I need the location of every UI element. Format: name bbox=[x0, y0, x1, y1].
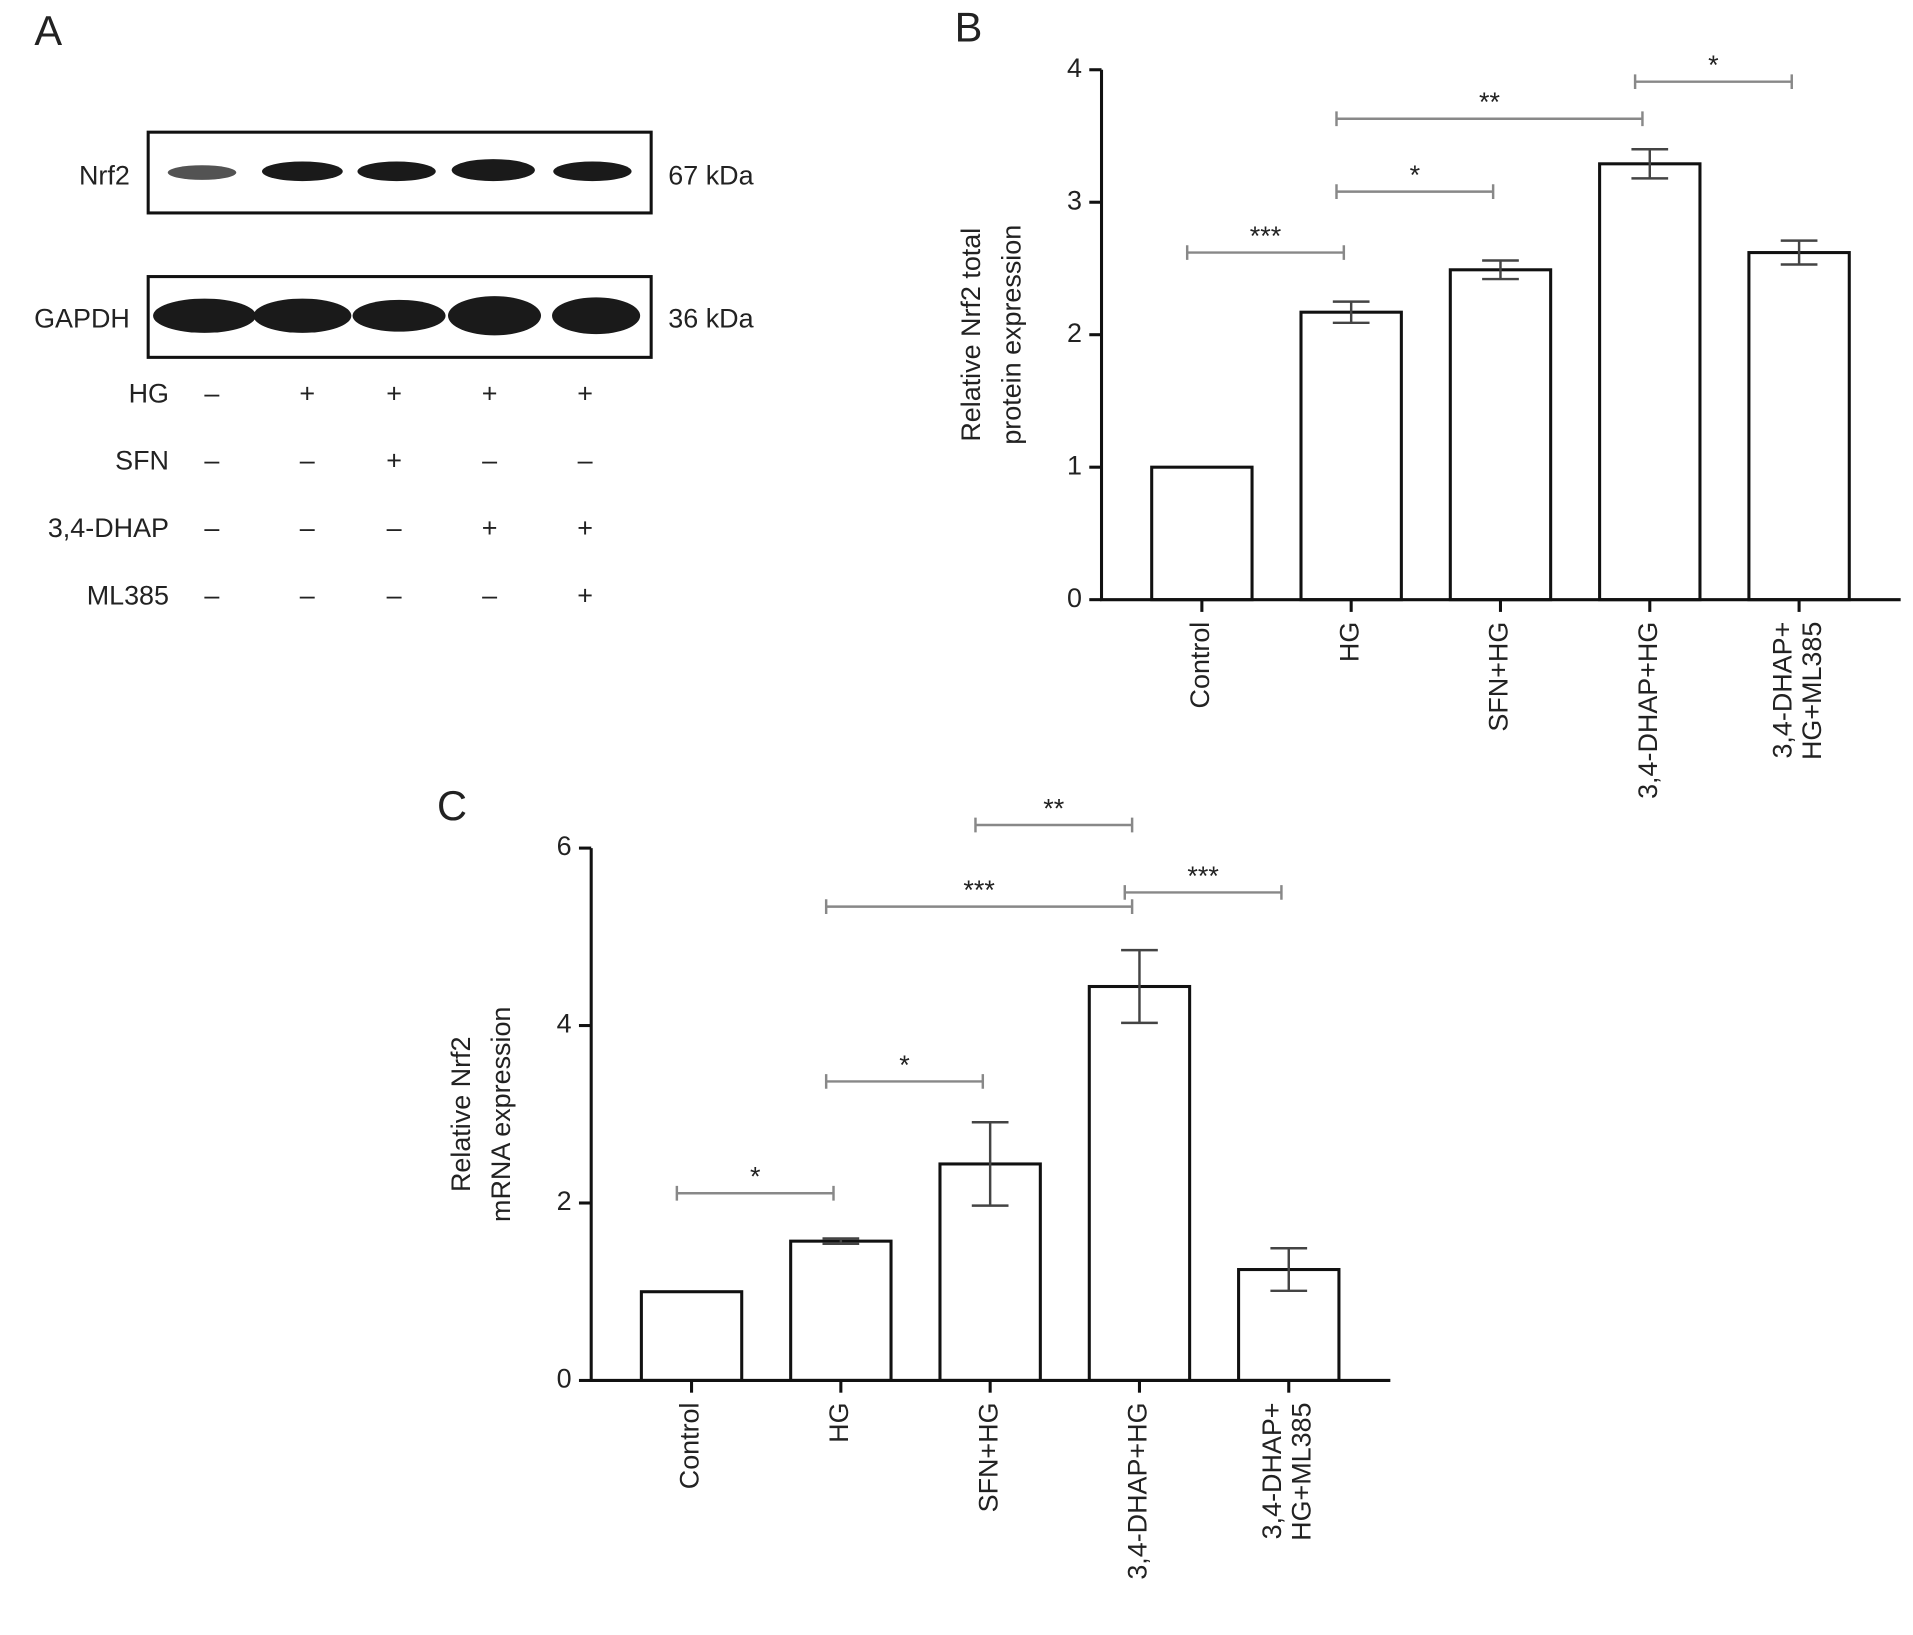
significance-bracket bbox=[675, 1185, 835, 1201]
treatment-sign: + bbox=[299, 378, 315, 408]
treatment-sign: – bbox=[204, 378, 219, 408]
significance-bracket bbox=[1123, 885, 1283, 900]
protein-label: GAPDH bbox=[34, 304, 130, 334]
treatment-sign: – bbox=[300, 446, 315, 476]
treatment-label: 3,4-DHAP bbox=[48, 513, 169, 543]
bar bbox=[1150, 465, 1254, 602]
size-label: 36 kDa bbox=[668, 304, 753, 334]
y-axis-label: Relative Nrf2 total bbox=[956, 228, 986, 442]
treatment-label: HG bbox=[129, 378, 169, 408]
x-tick-label: HG bbox=[1334, 622, 1364, 662]
treatment-label: ML385 bbox=[87, 580, 169, 610]
treatment-sign: – bbox=[482, 446, 497, 476]
significance-bracket bbox=[824, 1074, 985, 1089]
treatment-sign: – bbox=[482, 580, 497, 610]
treatment-sign: + bbox=[577, 513, 593, 543]
y-tick-label: 0 bbox=[1067, 583, 1082, 613]
treatment-sign: – bbox=[204, 513, 219, 543]
treatment-sign: + bbox=[482, 378, 498, 408]
significance-label: ** bbox=[1043, 793, 1064, 823]
treatment-sign: + bbox=[482, 513, 498, 543]
significance-bracket bbox=[1185, 245, 1346, 260]
treatment-sign: + bbox=[386, 378, 402, 408]
y-tick-label: 6 bbox=[557, 831, 572, 861]
bar bbox=[1448, 268, 1553, 602]
significance-label: * bbox=[1410, 160, 1421, 190]
error-bar bbox=[822, 1237, 860, 1246]
x-tick-label: SFN+HG bbox=[1484, 622, 1514, 732]
bar bbox=[1087, 984, 1192, 1382]
blot-bands bbox=[153, 159, 641, 336]
bar bbox=[1299, 310, 1403, 602]
significance-label: ** bbox=[1479, 87, 1500, 117]
significance-bracket bbox=[1633, 74, 1793, 90]
y-tick-label: 3 bbox=[1067, 185, 1082, 215]
panel-label: C bbox=[437, 782, 467, 829]
significance-bracket bbox=[1335, 184, 1495, 199]
error-bar bbox=[1482, 259, 1519, 281]
treatment-sign: – bbox=[387, 580, 402, 610]
error-bar bbox=[1631, 148, 1669, 180]
bar bbox=[938, 1162, 1042, 1382]
size-label: 67 kDa bbox=[668, 161, 753, 191]
bar bbox=[1598, 162, 1702, 602]
treatment-sign: – bbox=[300, 580, 315, 610]
treatment-sign: – bbox=[204, 446, 219, 476]
x-tick-label: 3,4-DHAP+HG+ML385 bbox=[1257, 1402, 1317, 1540]
x-tick-label: HG bbox=[824, 1402, 854, 1442]
error-bar bbox=[1121, 948, 1158, 1025]
significance-label: *** bbox=[1187, 861, 1219, 891]
y-tick-label: 2 bbox=[557, 1186, 572, 1216]
treatment-sign: + bbox=[577, 378, 593, 408]
treatment-sign: – bbox=[578, 446, 593, 476]
y-axis-label: Relative Nrf2 bbox=[446, 1037, 476, 1193]
y-tick-label: 0 bbox=[557, 1364, 572, 1394]
significance-label: *** bbox=[963, 875, 995, 905]
x-tick-label: 3,4-DHAP+HG bbox=[1633, 622, 1663, 799]
x-tick-label: Control bbox=[675, 1402, 705, 1489]
error-bar bbox=[1332, 300, 1370, 325]
y-tick-label: 2 bbox=[1067, 318, 1082, 348]
panel-label: B bbox=[955, 4, 983, 51]
treatment-sign: – bbox=[387, 513, 402, 543]
protein-label: Nrf2 bbox=[79, 161, 130, 191]
y-axis-label: protein expression bbox=[997, 225, 1027, 445]
treatment-sign: – bbox=[300, 513, 315, 543]
error-bar bbox=[971, 1121, 1009, 1207]
significance-label: * bbox=[750, 1162, 761, 1192]
x-tick-label: 3,4-DHAP+HG+ML385 bbox=[1767, 622, 1827, 760]
treatment-sign: + bbox=[386, 446, 402, 476]
treatment-label: SFN bbox=[115, 446, 169, 476]
axes bbox=[589, 848, 1391, 1382]
axes bbox=[1099, 69, 1901, 602]
error-bar bbox=[1780, 239, 1818, 266]
treatment-sign: + bbox=[577, 580, 593, 610]
bar bbox=[789, 1239, 893, 1382]
x-tick-label: Control bbox=[1185, 622, 1215, 709]
y-tick-label: 4 bbox=[1067, 53, 1082, 83]
significance-label: * bbox=[899, 1050, 910, 1080]
error-bar bbox=[1270, 1247, 1308, 1293]
significance-label: *** bbox=[1250, 221, 1282, 251]
y-tick-label: 1 bbox=[1067, 450, 1082, 480]
y-tick-label: 4 bbox=[557, 1009, 572, 1039]
significance-label: * bbox=[1708, 50, 1719, 80]
significance-bracket bbox=[824, 899, 1134, 914]
bar bbox=[639, 1290, 744, 1382]
treatment-sign: – bbox=[204, 580, 219, 610]
x-tick-label: 3,4-DHAP+HG bbox=[1123, 1402, 1153, 1579]
panel-label: A bbox=[34, 7, 62, 54]
y-axis-label: mRNA expression bbox=[486, 1007, 516, 1222]
significance-bracket bbox=[1335, 111, 1644, 127]
significance-bracket bbox=[974, 817, 1134, 833]
bar bbox=[1747, 251, 1851, 602]
x-tick-label: SFN+HG bbox=[973, 1402, 1003, 1512]
